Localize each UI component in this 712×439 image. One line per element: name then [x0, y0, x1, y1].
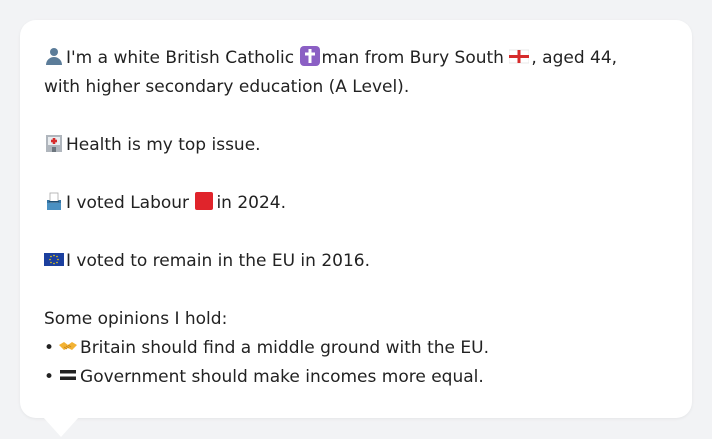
speech-bubble-tail: [43, 417, 79, 437]
opinion-text: Britain should find a middle ground with…: [80, 338, 489, 358]
opinions-section: Some opinions I hold:: [44, 305, 656, 334]
bullet: •: [44, 367, 55, 387]
persona-text: I'm a white British Catholic man from Bu…: [44, 44, 656, 392]
eu-text: I voted to remain in the EU in 2016.: [66, 251, 370, 271]
handshake-icon: [58, 336, 78, 356]
person-icon: [44, 46, 64, 66]
list-item: • Government should make incomes more equ…: [44, 363, 656, 392]
health-text: Health is my top issue.: [66, 135, 261, 155]
vote-text-2: in 2024.: [216, 193, 287, 213]
ballot-box-icon: [44, 191, 64, 211]
eu-paragraph: I voted to remain in the EU in 2016.: [44, 247, 656, 276]
health-paragraph: Health is my top issue.: [44, 131, 656, 160]
persona-card: I'm a white British Catholic man from Bu…: [20, 20, 692, 418]
identity-text-3: , aged 44, with higher secondary educati…: [44, 48, 618, 97]
opinions-list: • Britain should find a middle ground wit…: [44, 334, 656, 392]
eu-flag-icon: [44, 249, 64, 269]
bullet: •: [44, 338, 55, 358]
identity-paragraph: I'm a white British Catholic man from Bu…: [44, 44, 656, 102]
opinion-text: Government should make incomes more equa…: [80, 367, 484, 387]
vote-text-1: I voted Labour: [66, 193, 190, 213]
red-square-icon: [194, 191, 214, 211]
latin-cross-icon: [299, 46, 320, 66]
opinions-heading: Some opinions I hold:: [44, 309, 228, 329]
vote-paragraph: I voted Labour in 2024.: [44, 189, 656, 218]
england-flag-icon: [509, 46, 530, 66]
list-item: • Britain should find a middle ground wit…: [44, 334, 656, 363]
identity-text-1: I'm a white British Catholic: [66, 48, 295, 68]
hospital-icon: [44, 133, 64, 153]
identity-text-2: man from Bury South: [321, 48, 504, 68]
equals-icon: [58, 365, 78, 385]
